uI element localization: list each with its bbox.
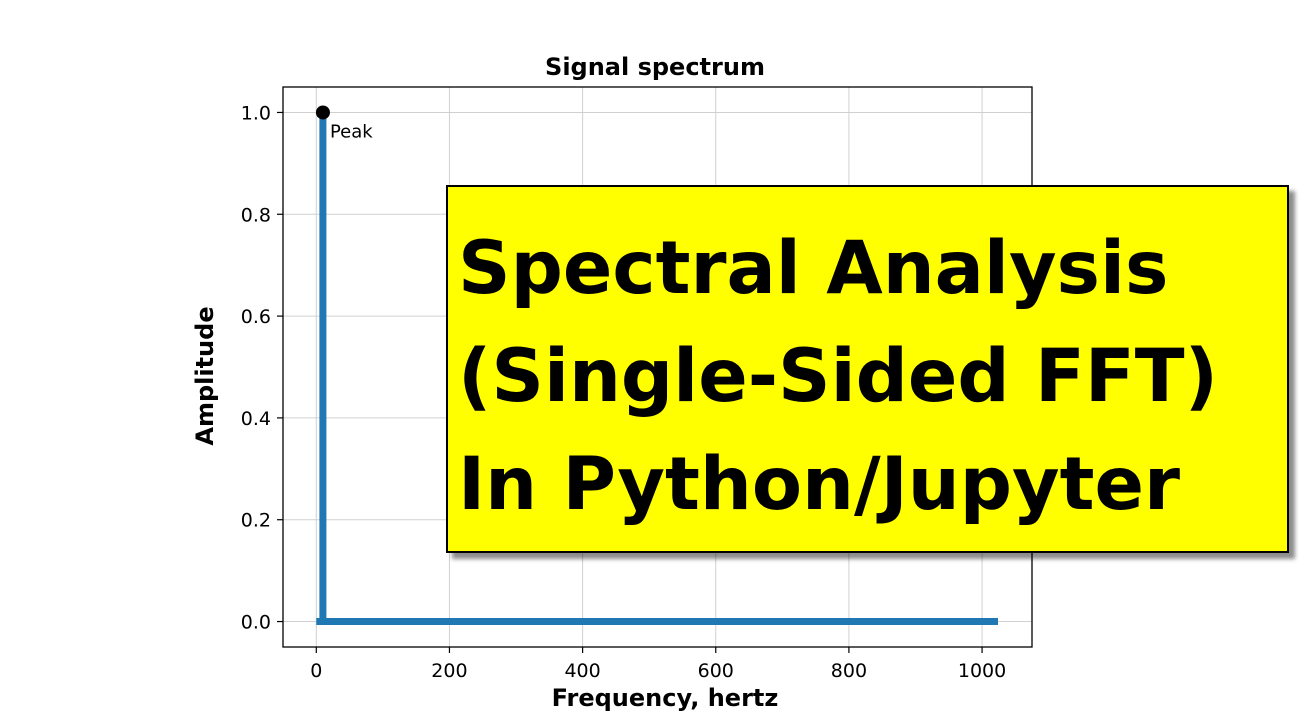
series-layer [316, 112, 998, 625]
y-tick-label: 0.8 [241, 204, 271, 226]
y-tick-label: 0.4 [241, 408, 271, 430]
x-tick-label: 600 [698, 660, 734, 682]
y-tick-label: 0.6 [241, 306, 271, 328]
peak-annotation-label: Peak [330, 121, 373, 142]
spectrum-series-line [316, 112, 998, 625]
banner-line-1: Spectral Analysis [458, 226, 1169, 311]
peak-marker [315, 105, 330, 120]
annotations: Peak [315, 105, 373, 142]
x-tick-label: 0 [310, 660, 322, 682]
banner-line-2: (Single-Sided FFT) [458, 334, 1218, 419]
x-tick-label: 400 [564, 660, 600, 682]
y-tick-label: 0.2 [241, 510, 271, 532]
y-tick-label: 1.0 [241, 102, 271, 124]
y-tick-label: 0.0 [241, 612, 271, 634]
y-axis-label: Amplitude [191, 306, 219, 445]
banner-line-3: In Python/Jupyter [458, 442, 1181, 527]
axis-ticks: 0 200 400 600 800 1000 0.0 0.2 0.4 0.6 0.8 1.0 [241, 102, 1006, 682]
x-tick-label: 1000 [958, 660, 1006, 682]
x-tick-label: 800 [831, 660, 867, 682]
title-banner: Spectral Analysis (Single-Sided FFT) In … [446, 185, 1289, 553]
x-tick-label: 200 [431, 660, 467, 682]
x-axis-label: Frequency, hertz [552, 684, 779, 712]
chart-title: Signal spectrum [545, 53, 765, 81]
